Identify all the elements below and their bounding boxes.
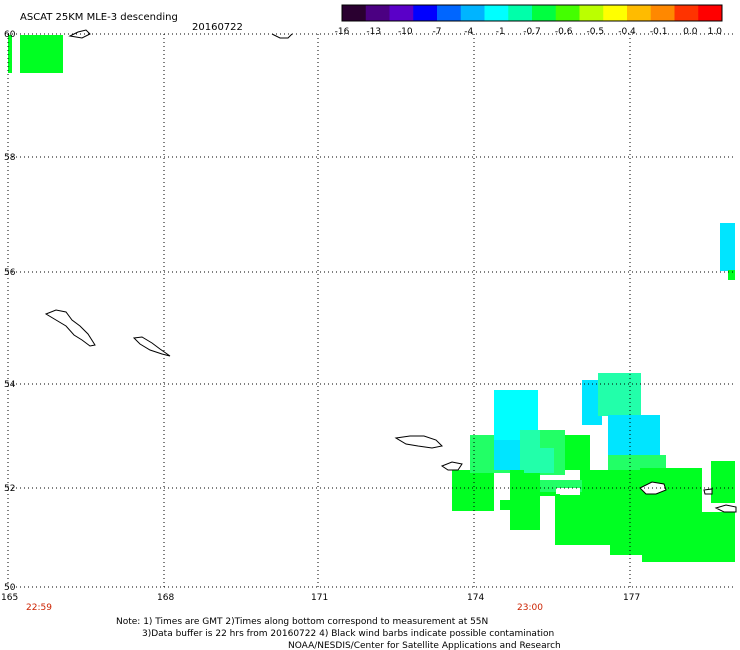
wind-data-cell: [494, 440, 524, 470]
wind-data-cell: [711, 461, 735, 503]
colorbar-cell: [532, 5, 557, 21]
colorbar-label: -0.1: [650, 27, 668, 37]
colorbar-label: -0.7: [523, 27, 541, 37]
colorbar-cell: [437, 5, 462, 21]
note-line-3: NOAA/NESDIS/Center for Satellite Applica…: [288, 641, 561, 650]
wind-data-cell: [598, 373, 641, 416]
coastline-st-lawrence-island-area: [44, 309, 96, 347]
colorbar-cell: [555, 5, 580, 21]
wind-data-cell: [20, 35, 63, 73]
lat-label-58: 58: [4, 153, 16, 163]
colorbar-cell: [484, 5, 509, 21]
wind-data-cell: [555, 495, 580, 545]
colorbar-cell: [698, 5, 723, 21]
colorbar: -16 -13 -10 -7 -4 -1 -0.7 -0.6 -0.5 -0.4 -0.1 0.0 1.…: [335, 4, 723, 37]
colorbar-cell: [650, 5, 675, 21]
wind-data-cell: [582, 380, 602, 425]
lon-label-174: 174: [467, 593, 484, 603]
map-title: ASCAT 25KM MLE-3 descending: [20, 12, 178, 23]
colorbar-cell: [603, 5, 628, 21]
colorbar-label: -7: [433, 27, 442, 37]
coastline-island-group-b: [440, 461, 463, 471]
wind-data-cell: [720, 223, 735, 271]
swath-gap: [556, 488, 580, 494]
colorbar-labels: -16 -13 -10 -7 -4 -1 -0.7 -0.6 -0.5 -0.4 -0.1 0.0 1.…: [335, 27, 723, 37]
colorbar-label: -0.5: [587, 27, 605, 37]
colorbar-cell: [508, 5, 533, 21]
lon-label-165: 165: [1, 593, 18, 603]
lat-label-50: 50: [4, 583, 16, 593]
wind-data-cell: [702, 512, 735, 562]
colorbar-cell: [342, 5, 367, 21]
wind-data-cell: [452, 470, 494, 511]
time-label-start: 22:59: [26, 603, 52, 613]
colorbar-cell: [413, 5, 438, 21]
wind-data-cell: [580, 470, 610, 545]
wind-data-cell: [565, 435, 590, 470]
time-label-mid: 23:00: [517, 603, 543, 613]
colorbar-label: -0.4: [618, 27, 636, 37]
colorbar-label: -10: [398, 27, 413, 37]
lon-labels: 165 168 171 174 177: [1, 593, 640, 603]
colorbar-label: -13: [366, 27, 381, 37]
colorbar-label: 0.0: [683, 27, 698, 37]
lon-label-177: 177: [623, 593, 640, 603]
colorbar-cell: [627, 5, 652, 21]
map-date: 20160722: [192, 22, 243, 33]
wind-data-cell: [510, 470, 540, 530]
note-line-2: 3)Data buffer is 22 hrs from 20160722 4)…: [142, 629, 554, 639]
colorbar-frame: [341, 4, 723, 22]
colorbar-label: -16: [335, 27, 350, 37]
graticule: [7, 33, 735, 588]
colorbar-label: -4: [464, 27, 473, 37]
colorbar-cell: [674, 5, 699, 21]
colorbar-label: -1: [496, 27, 505, 37]
wind-data-cell: [608, 415, 660, 455]
wind-data-cell: [500, 500, 512, 510]
colorbar-label: 1.0: [708, 27, 723, 37]
colorbar-cell: [579, 5, 604, 21]
colorbar-cell: [365, 5, 390, 21]
wind-data-cell: [608, 455, 666, 470]
lon-label-168: 168: [157, 593, 174, 603]
coastline-island-small: [132, 336, 171, 357]
colorbar-cell: [460, 5, 485, 21]
wind-data-cell: [642, 500, 702, 562]
wind-data-swath: [8, 35, 735, 562]
coastline-island-group-d: [703, 488, 713, 495]
lat-label-52: 52: [4, 484, 15, 494]
lon-label-171: 171: [311, 593, 328, 603]
colorbar-label: -0.6: [555, 27, 573, 37]
lat-label-54: 54: [4, 380, 16, 390]
colorbar-cell: [389, 5, 414, 21]
note-line-1: Note: 1) Times are GMT 2)Times along bot…: [116, 617, 488, 627]
wind-data-cell: [524, 448, 554, 473]
coastline-island-group-e: [714, 504, 737, 513]
coastline-island-group-a: [394, 435, 444, 449]
lat-label-56: 56: [4, 268, 16, 278]
lat-labels: 60 58 56 54 52 50: [4, 30, 16, 593]
wind-data-cell: [8, 35, 12, 73]
wind-data-cell: [728, 270, 735, 280]
lat-label-60: 60: [4, 30, 16, 40]
colorbar-cells: [342, 5, 723, 21]
coastline-top-right: [271, 33, 293, 39]
